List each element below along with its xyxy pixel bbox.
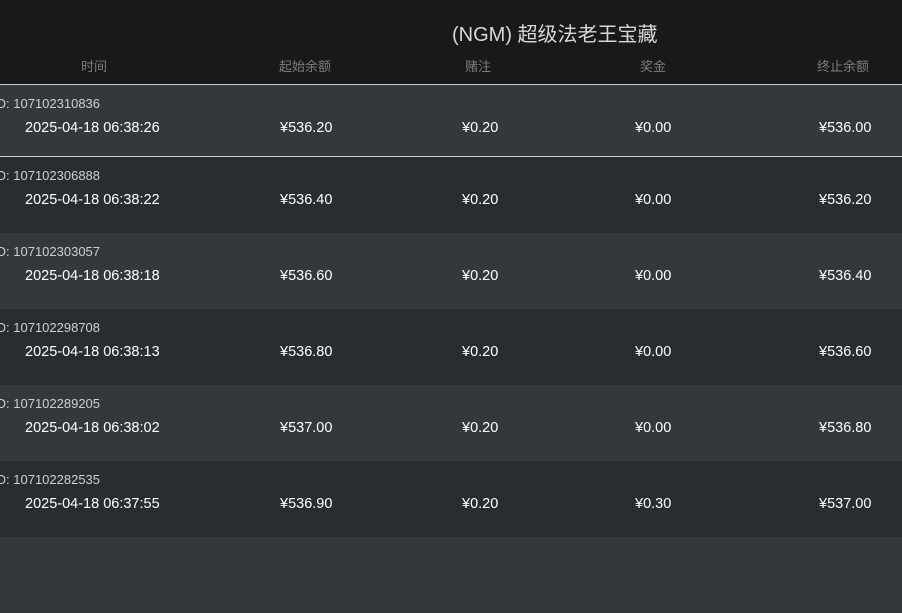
cell-start-balance: ¥536.40	[280, 192, 333, 208]
cell-win: ¥0.30	[635, 496, 672, 512]
table-row[interactable]: ID: 107102306888 2025-04-18 06:38:22 ¥53…	[0, 157, 902, 233]
table-row[interactable]: ID: 107102310836 2025-04-18 06:38:26 ¥53…	[0, 85, 902, 157]
cell-win: ¥0.00	[635, 192, 672, 208]
cell-bet: ¥0.20	[462, 268, 499, 284]
cell-time: 2025-04-18 06:38:02	[25, 420, 160, 436]
header-bet: 赌注	[465, 59, 492, 74]
round-id: ID: 107102289205	[0, 396, 101, 411]
cell-time: 2025-04-18 06:38:13	[25, 344, 160, 360]
table-row[interactable]	[0, 537, 902, 613]
cell-time: 2025-04-18 06:38:22	[25, 192, 160, 208]
cell-start-balance: ¥537.00	[280, 420, 333, 436]
table-header: 时间 起始余额 赌注 奖金 终止余额	[0, 56, 902, 85]
header-end-balance: 终止余额	[817, 59, 870, 74]
cell-bet: ¥0.20	[462, 420, 499, 436]
table-row[interactable]: ID: 107102303057 2025-04-18 06:38:18 ¥53…	[0, 233, 902, 309]
header-start-balance: 起始余额	[279, 59, 332, 74]
cell-end-balance: ¥536.80	[819, 420, 872, 436]
cell-win: ¥0.00	[635, 120, 672, 136]
table-row[interactable]: ID: 107102289205 2025-04-18 06:38:02 ¥53…	[0, 385, 902, 461]
round-id: ID: 107102306888	[0, 168, 101, 183]
cell-bet: ¥0.20	[462, 344, 499, 360]
cell-win: ¥0.00	[635, 344, 672, 360]
cell-time: 2025-04-18 06:37:55	[25, 496, 160, 512]
round-id: ID: 107102282535	[0, 472, 101, 487]
cell-end-balance: ¥537.00	[819, 496, 872, 512]
cell-time: 2025-04-18 06:38:26	[25, 120, 160, 136]
cell-end-balance: ¥536.20	[819, 192, 872, 208]
round-id: ID: 107102310836	[0, 96, 101, 111]
round-id: ID: 107102298708	[0, 320, 101, 335]
cell-start-balance: ¥536.80	[280, 344, 333, 360]
table-row[interactable]: ID: 107102298708 2025-04-18 06:38:13 ¥53…	[0, 309, 902, 385]
header-time: 时间	[81, 59, 108, 74]
cell-bet: ¥0.20	[462, 120, 499, 136]
cell-start-balance: ¥536.90	[280, 496, 333, 512]
cell-win: ¥0.00	[635, 268, 672, 284]
cell-end-balance: ¥536.00	[819, 120, 872, 136]
game-title: (NGM) 超级法老王宝藏	[452, 24, 658, 46]
cell-bet: ¥0.20	[462, 496, 499, 512]
table-row[interactable]: ID: 107102282535 2025-04-18 06:37:55 ¥53…	[0, 461, 902, 537]
cell-win: ¥0.00	[635, 420, 672, 436]
cell-start-balance: ¥536.60	[280, 268, 333, 284]
history-table: ID: 107102310836 2025-04-18 06:38:26 ¥53…	[0, 85, 902, 613]
round-id: ID: 107102303057	[0, 244, 101, 259]
cell-bet: ¥0.20	[462, 192, 499, 208]
cell-time: 2025-04-18 06:38:18	[25, 268, 160, 284]
cell-end-balance: ¥536.60	[819, 344, 872, 360]
cell-end-balance: ¥536.40	[819, 268, 872, 284]
cell-start-balance: ¥536.20	[280, 120, 333, 136]
header-win: 奖金	[640, 59, 667, 74]
